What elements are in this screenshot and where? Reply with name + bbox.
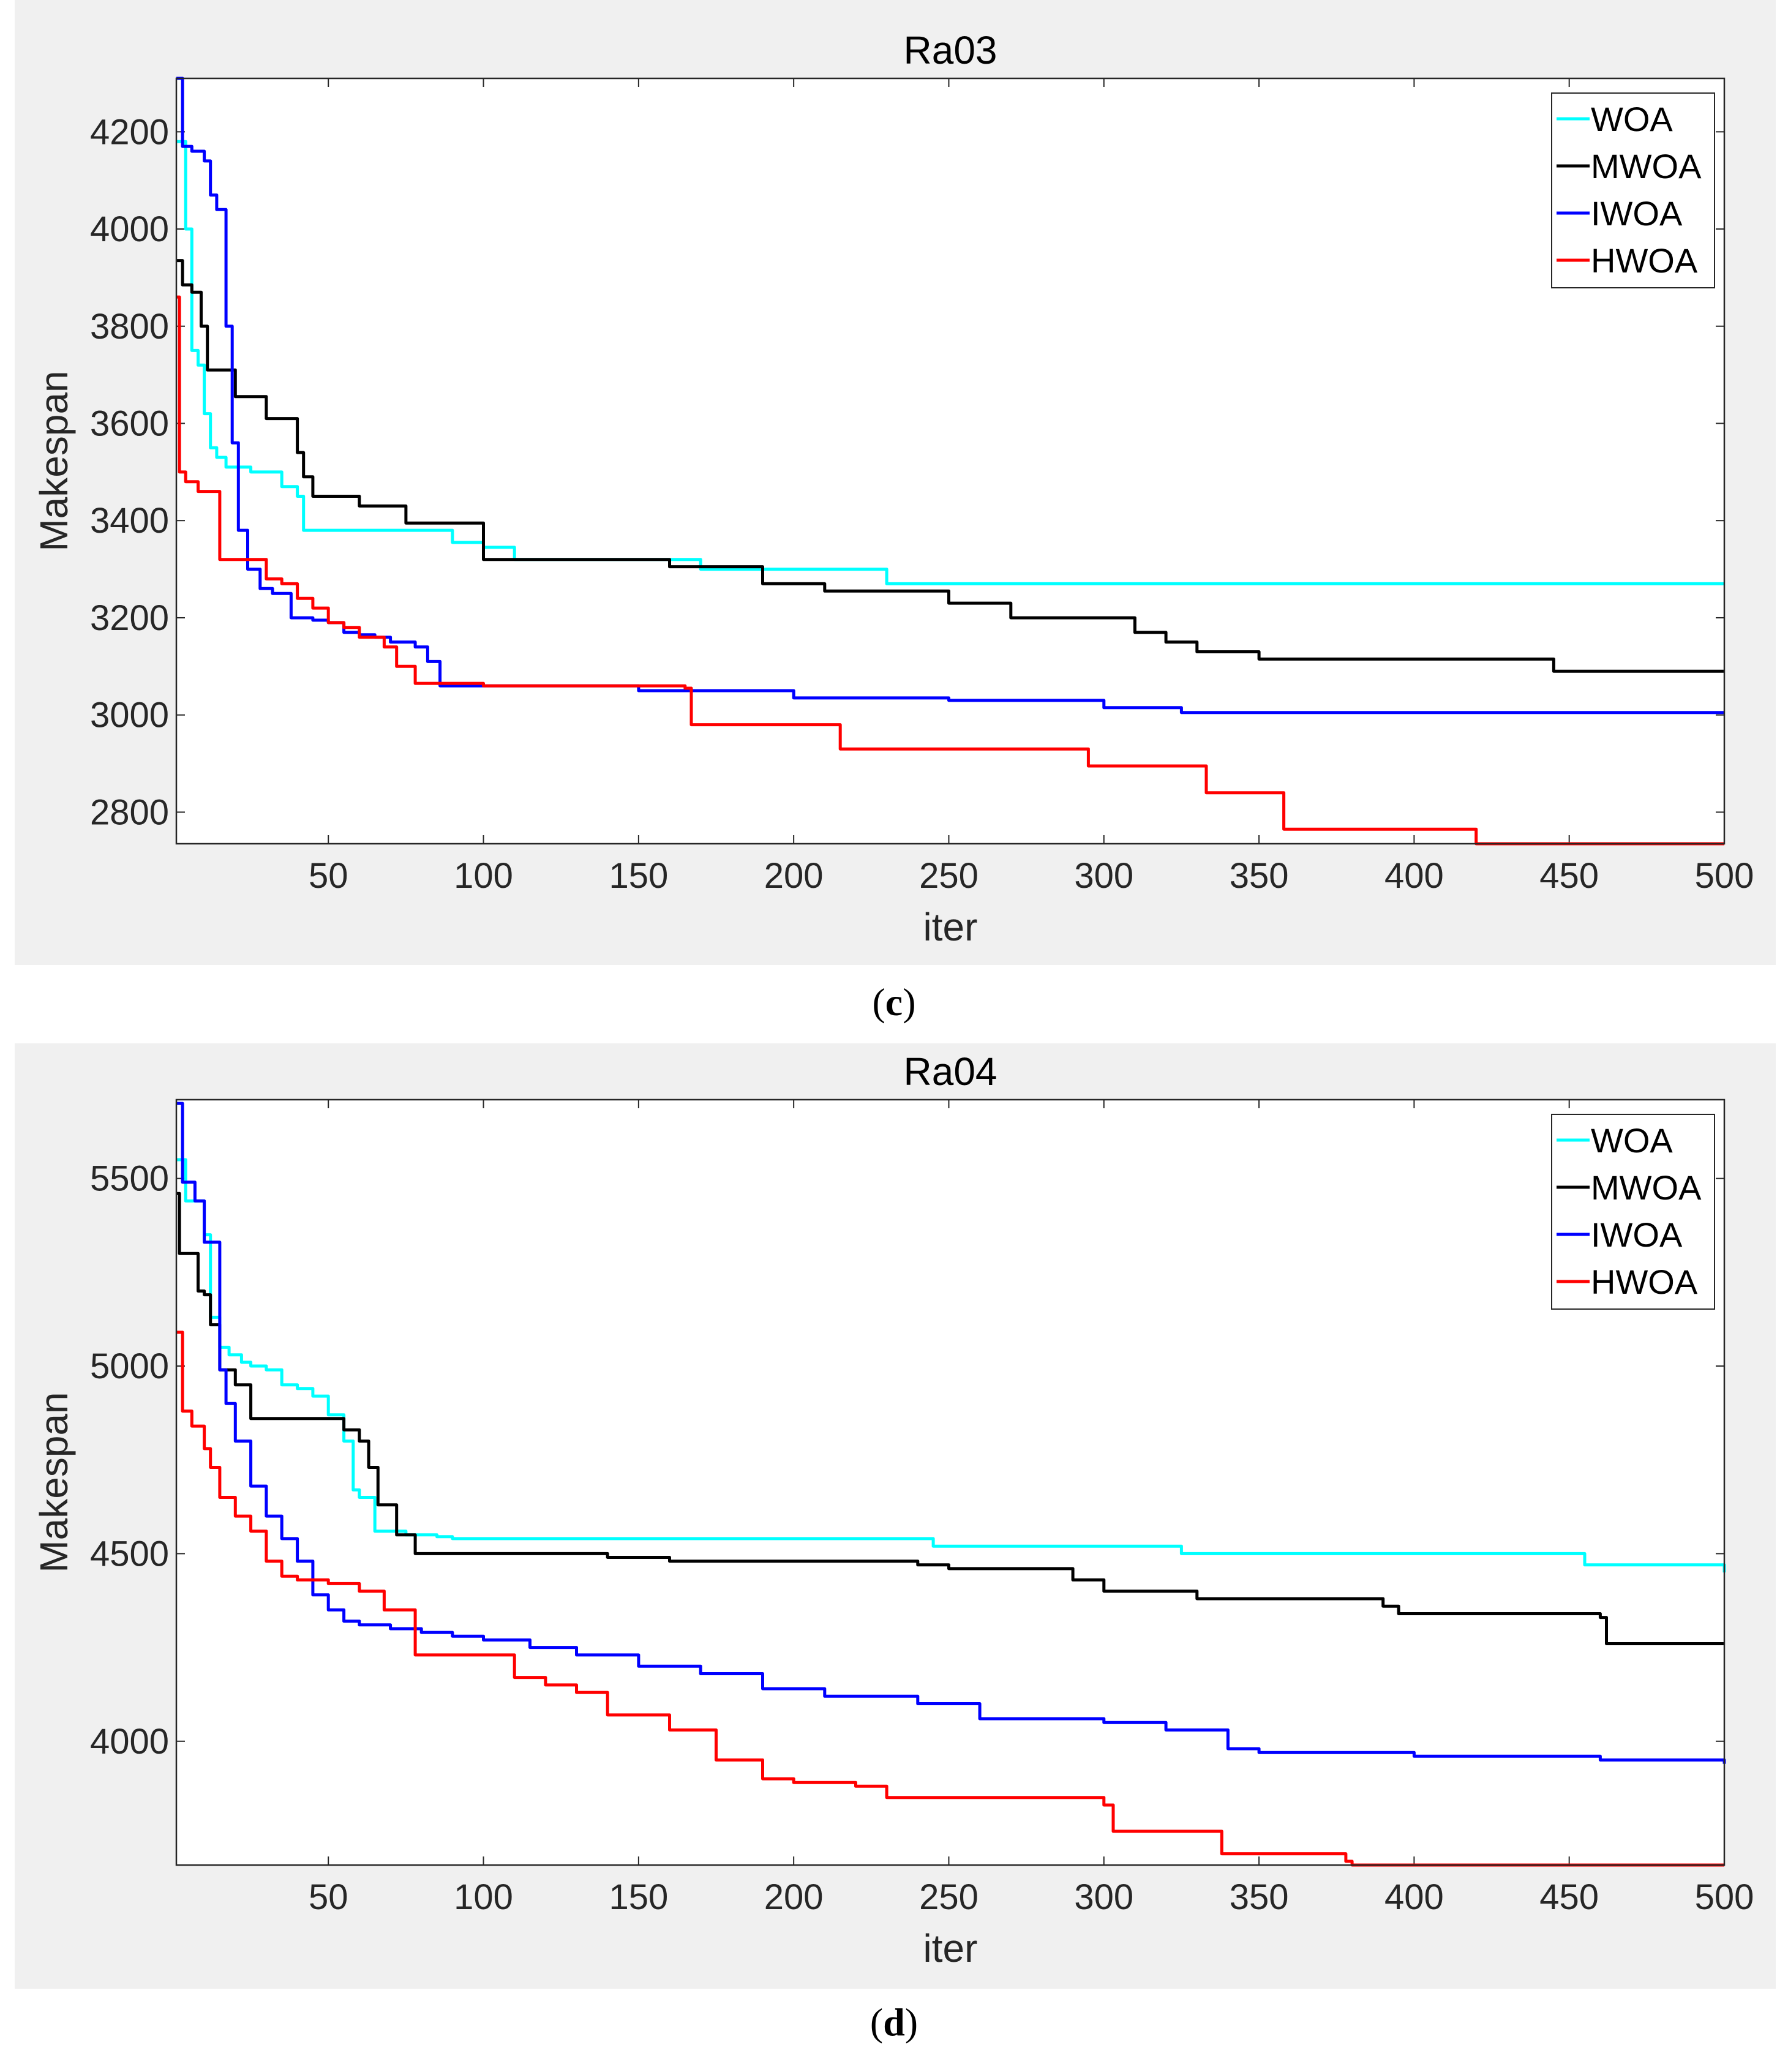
y-tick-label: 2800 xyxy=(90,792,169,832)
legend-box xyxy=(1551,1114,1715,1310)
caption-d: (d) xyxy=(870,2000,918,2044)
x-tick-label: 500 xyxy=(1695,1877,1754,1917)
legend-box xyxy=(1551,92,1715,288)
x-tick-label: 300 xyxy=(1074,1877,1133,1917)
y-tick-label: 3600 xyxy=(90,404,169,443)
legend-entry-woa: WOA xyxy=(1591,1121,1673,1160)
x-tick-label: 250 xyxy=(919,856,979,896)
x-tick-label: 400 xyxy=(1384,856,1444,896)
y-tick-label: 4200 xyxy=(90,112,169,152)
x-tick-label: 150 xyxy=(609,1877,668,1917)
x-tick-label: 450 xyxy=(1539,1877,1599,1917)
chart-title: Ra03 xyxy=(904,28,997,72)
legend-entry-mwoa: MWOA xyxy=(1591,147,1702,186)
y-tick-label: 4000 xyxy=(90,1722,169,1762)
legend-entry-iwoa: IWOA xyxy=(1591,194,1683,233)
plot-frame xyxy=(175,1098,1726,1866)
chart-panel-c: Ra03 50 100 150 200 250 300 350 400 450 500 2800 300… xyxy=(15,0,1776,965)
x-tick-label: 500 xyxy=(1695,856,1754,896)
series-line-hwoa xyxy=(176,295,1724,846)
x-tick-label: 450 xyxy=(1539,856,1599,896)
legend-entry-iwoa: IWOA xyxy=(1591,1215,1683,1254)
legend-entry-hwoa: HWOA xyxy=(1591,241,1698,280)
x-tick-label: 100 xyxy=(454,856,513,896)
x-tick-label: 150 xyxy=(609,856,668,896)
x-tick-label: 50 xyxy=(309,856,348,896)
legend-entry-mwoa: MWOA xyxy=(1591,1168,1702,1207)
y-axis-label: Makespan xyxy=(32,1392,76,1572)
series-line-mwoa xyxy=(176,259,1724,673)
plot-area xyxy=(176,1100,1724,1865)
x-tick-label: 100 xyxy=(454,1877,513,1917)
chart-ra04: Ra04 50 100 150 200 250 300 350 400 450 500 4000 450… xyxy=(32,1049,1754,1970)
chart-title: Ra04 xyxy=(904,1049,997,1094)
x-tick-label: 350 xyxy=(1230,856,1289,896)
y-tick-label: 4000 xyxy=(90,209,169,249)
series-line-mwoa xyxy=(176,1192,1724,1645)
x-tick-label: 50 xyxy=(309,1877,348,1917)
y-tick-label: 3000 xyxy=(90,696,169,735)
legend-entry-hwoa: HWOA xyxy=(1591,1263,1698,1301)
y-axis-label: Makespan xyxy=(32,370,76,551)
x-tick-label: 200 xyxy=(764,856,824,896)
y-tick-label: 4500 xyxy=(90,1534,169,1574)
y-tick-label: 3200 xyxy=(90,598,169,638)
x-tick-label: 200 xyxy=(764,1877,824,1917)
x-tick-label: 400 xyxy=(1384,1877,1444,1917)
y-tick-label: 3400 xyxy=(90,501,169,541)
plot-area xyxy=(176,78,1724,844)
x-axis-label: iter xyxy=(923,905,978,949)
y-tick-label: 3800 xyxy=(90,307,169,347)
series-line-hwoa xyxy=(176,1331,1724,1867)
x-tick-label: 250 xyxy=(919,1877,979,1917)
caption-c: (c) xyxy=(872,980,916,1024)
series-line-woa xyxy=(176,140,1724,585)
plot-frame xyxy=(175,77,1726,845)
x-tick-label: 350 xyxy=(1230,1877,1289,1917)
chart-panel-d: Ra04 50 100 150 200 250 300 350 400 450 500 4000 450… xyxy=(15,1043,1776,1989)
series-line-iwoa xyxy=(176,1102,1726,1764)
chart-ra03: Ra03 50 100 150 200 250 300 350 400 450 500 2800 300… xyxy=(32,28,1754,949)
y-tick-label: 5500 xyxy=(90,1159,169,1199)
y-tick-label: 5000 xyxy=(90,1346,169,1386)
x-tick-label: 300 xyxy=(1074,856,1133,896)
x-axis-label: iter xyxy=(923,1926,978,1970)
legend-entry-woa: WOA xyxy=(1591,100,1673,138)
